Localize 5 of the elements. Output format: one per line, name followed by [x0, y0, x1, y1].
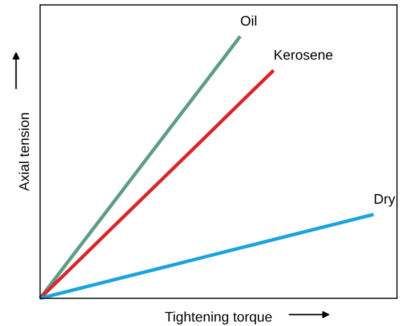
series-label: Dry	[374, 194, 396, 207]
y-axis-title: Axial tension	[18, 113, 30, 191]
series-label: Oil	[240, 16, 256, 26]
x-axis-title: Tightening torque	[165, 311, 272, 324]
series-label: Kerosene	[274, 50, 332, 60]
